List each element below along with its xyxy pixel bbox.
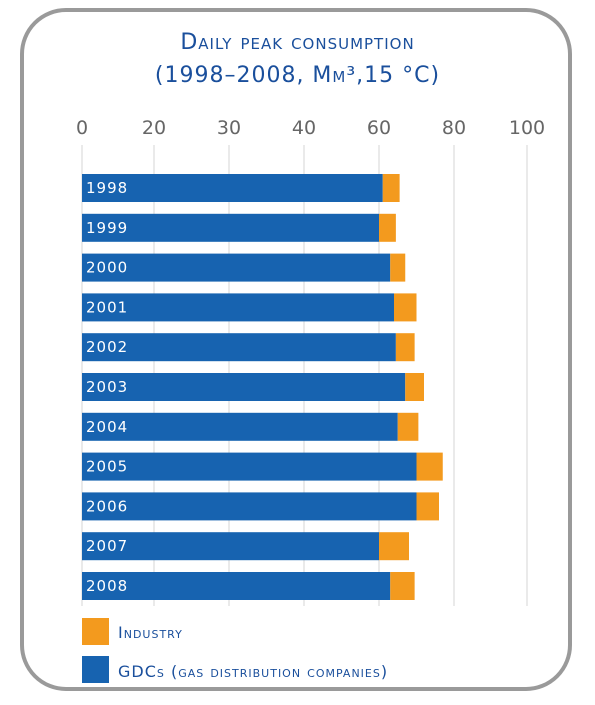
bar-industry-2003 — [405, 373, 424, 401]
bar-gdc-2005 — [82, 452, 417, 481]
category-label: 2004 — [86, 418, 128, 436]
category-label: 2008 — [86, 577, 128, 595]
category-label: 2002 — [86, 338, 128, 356]
x-tick-label: 100 — [509, 117, 545, 139]
x-tick-label: 30 — [217, 117, 241, 139]
bar-gdc-2001 — [82, 293, 394, 322]
bar-industry-2000 — [390, 253, 406, 282]
x-tick-label: 60 — [367, 117, 391, 139]
bar-gdc-1998 — [82, 174, 383, 202]
bar-gdc-2003 — [82, 373, 406, 401]
x-tick-label: 20 — [142, 117, 166, 139]
category-label: 2007 — [86, 537, 128, 555]
x-tick-label: 40 — [292, 117, 316, 139]
category-label: 1999 — [86, 219, 128, 237]
bar-industry-2002 — [395, 333, 415, 362]
x-tick-label: 80 — [442, 117, 466, 139]
bar-gdc-2006 — [82, 492, 417, 521]
legend-swatch-industry — [82, 618, 109, 645]
chart-title: Daily peak consumption — [180, 30, 415, 55]
bar-gdc-1999 — [82, 213, 379, 242]
bar-industry-1999 — [379, 213, 396, 242]
bar-industry-2004 — [397, 412, 419, 441]
bar-industry-2001 — [394, 293, 417, 322]
category-label: 1998 — [86, 179, 128, 197]
bar-industry-2007 — [379, 532, 409, 561]
chart-subtitle: (1998–2008, Mm³,15 °C) — [154, 63, 441, 88]
x-tick-label: 0 — [76, 117, 88, 139]
bar-gdc-2007 — [82, 532, 379, 561]
legend-label-industry: Industry — [118, 623, 183, 642]
legend-label-gdcs: GDCs (gas distribution companies) — [118, 662, 388, 681]
category-label: 2000 — [86, 259, 128, 277]
category-label: 2001 — [86, 298, 128, 316]
bar-gdc-2008 — [82, 572, 391, 600]
legend-swatch-gdcs — [82, 656, 109, 683]
bar-industry-2006 — [416, 492, 439, 521]
category-label: 2005 — [86, 458, 128, 476]
bar-gdc-2004 — [82, 412, 398, 441]
bar-industry-2008 — [390, 572, 415, 600]
bar-industry-1998 — [382, 174, 400, 202]
bar-gdc-2000 — [82, 253, 391, 282]
bar-industry-2005 — [416, 452, 443, 481]
category-label: 2003 — [86, 378, 128, 396]
bar-gdc-2002 — [82, 333, 396, 362]
category-label: 2006 — [86, 497, 128, 515]
